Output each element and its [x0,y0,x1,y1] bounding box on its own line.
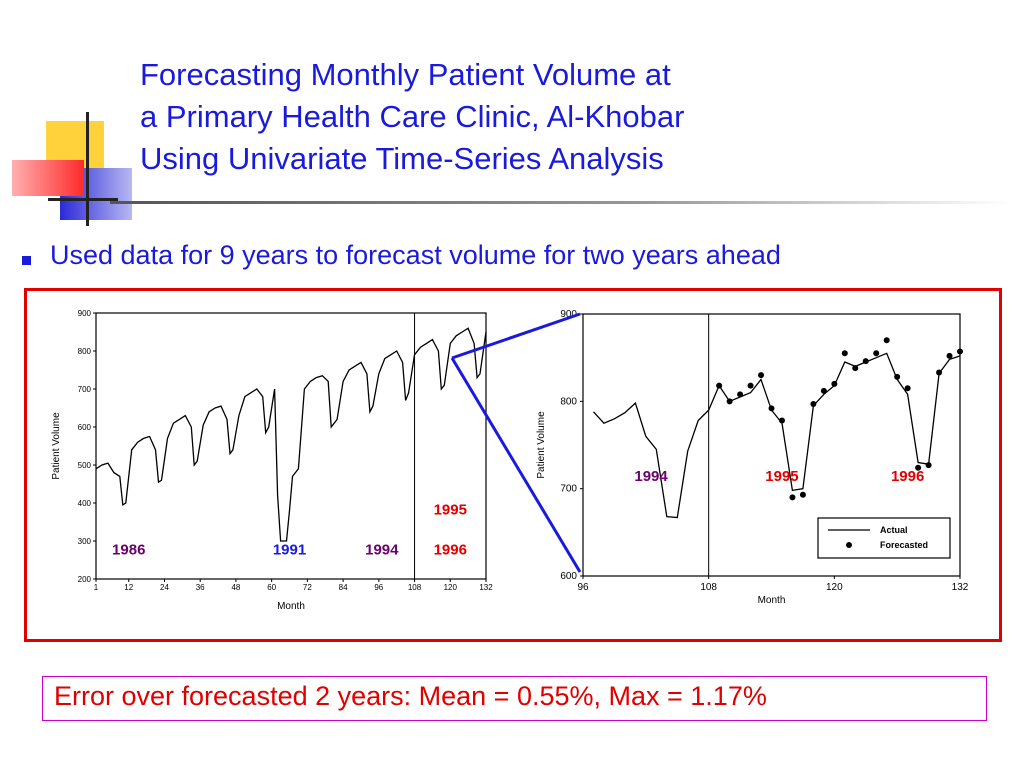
zoom-legend-actual-label: Actual [880,525,908,535]
overview-x-tick-label: 60 [267,583,276,592]
zoom-actual-line [593,352,961,519]
zoom-forecast-point [862,358,869,365]
decor-horizontal-line [48,198,118,201]
overview-year-label: 1994 [365,541,399,558]
zoom-x-tick-label: 96 [577,582,589,593]
overview-year-label: 1986 [112,541,145,558]
zoom-forecast-point [925,462,932,469]
zoom-forecast-point [946,352,953,359]
zoom-forecast-point [778,417,785,424]
charts-frame [24,288,1002,642]
zoom-x-tick-label: 108 [700,582,717,593]
overview-x-tick-label: 120 [444,583,458,592]
overview-y-axis-label: Patient Volume [51,412,62,480]
overview-actual-line [95,327,487,542]
zoom-y-tick-label: 900 [560,309,577,320]
overview-x-tick-label: 108 [408,583,422,592]
overview-x-tick-label: 24 [160,583,169,592]
zoom-forecast-point [915,464,922,471]
overview-y-tick-label: 900 [78,309,92,318]
overview-y-tick-label: 600 [78,423,92,432]
zoom-forecast-point [894,373,901,380]
zoom-forecast-point [726,398,733,405]
decor-red-bar [12,160,84,196]
zoom-y-axis-label: Patient Volume [536,411,547,479]
overview-y-tick-label: 800 [78,347,92,356]
overview-x-tick-label: 48 [231,583,240,592]
overview-x-axis-label: Month [277,601,305,612]
zoom-forecast-point [737,391,744,398]
zoom-forecast-point [768,405,775,412]
zoom-forecast-point [936,369,943,376]
overview-x-tick-label: 1 [94,583,99,592]
zoom-year-label: 1994 [634,468,668,485]
zoom-forecast-point [883,337,890,344]
zoom-connector-bottom [450,357,582,573]
zoom-x-axis-label: Month [758,595,786,606]
slide-title-line-1: Forecasting Monthly Patient Volume at [140,57,671,92]
decor-vertical-line [86,112,89,226]
overview-y-tick-label: 400 [78,499,92,508]
overview-y-tick-label: 500 [78,461,92,470]
overview-year-label: 1996 [434,541,467,558]
overview-x-tick-label: 72 [303,583,312,592]
zoom-connector-top [451,312,581,360]
zoom-forecast-point [758,372,765,379]
zoom-plot-area [582,313,961,577]
title-rule [110,201,1010,204]
overview-year-label: 1991 [273,541,306,558]
zoom-legend-forecast-label: Forecasted [880,540,928,550]
slide-title-line-3: Using Univariate Time-Series Analysis [140,141,664,176]
zoom-forecast-point [799,491,806,498]
error-summary-box [42,676,987,721]
slide-title-line-2: a Primary Health Care Clinic, Al-Khobar [140,99,685,134]
zoom-forecast-point [820,387,827,394]
zoom-forecast-point [852,365,859,372]
overview-x-tick-label: 84 [339,583,348,592]
zoom-forecast-point [747,382,754,389]
zoom-year-label: 1995 [765,468,798,485]
zoom-forecast-point [873,350,880,357]
overview-y-tick-label: 300 [78,537,92,546]
zoom-x-tick-label: 132 [952,582,969,593]
error-summary-text: Error over forecasted 2 years: Mean = 0.… [54,681,767,711]
zoom-y-tick-label: 600 [560,571,577,582]
zoom-forecast-point [716,382,723,389]
overview-y-tick-label: 700 [78,385,92,394]
zoom-year-label: 1996 [891,468,924,485]
overview-y-tick-label: 200 [78,575,92,584]
zoom-forecast-point [831,380,838,387]
slide-title: Forecasting Monthly Patient Volume at a … [140,54,1000,180]
bullet-marker [22,256,31,265]
bullet-text: Used data for 9 years to forecast volume… [50,240,781,270]
overview-x-tick-label: 96 [374,583,383,592]
overview-x-tick-label: 132 [479,583,493,592]
zoom-forecast-point [957,348,963,355]
zoom-forecast-point [904,385,911,392]
zoom-y-tick-label: 800 [560,396,577,407]
overview-year-label: 1995 [434,501,467,518]
zoom-forecast-point [841,350,848,357]
zoom-legend-box [817,517,951,559]
zoom-forecast-point [810,400,817,407]
overview-x-tick-label: 36 [196,583,205,592]
zoom-legend-forecast-swatch [846,542,852,548]
overview-x-tick-label: 12 [124,583,133,592]
zoom-y-tick-label: 700 [560,484,577,495]
zoom-forecast-point [789,494,796,501]
zoom-x-tick-label: 120 [826,582,843,593]
overview-plot-area [95,312,487,580]
